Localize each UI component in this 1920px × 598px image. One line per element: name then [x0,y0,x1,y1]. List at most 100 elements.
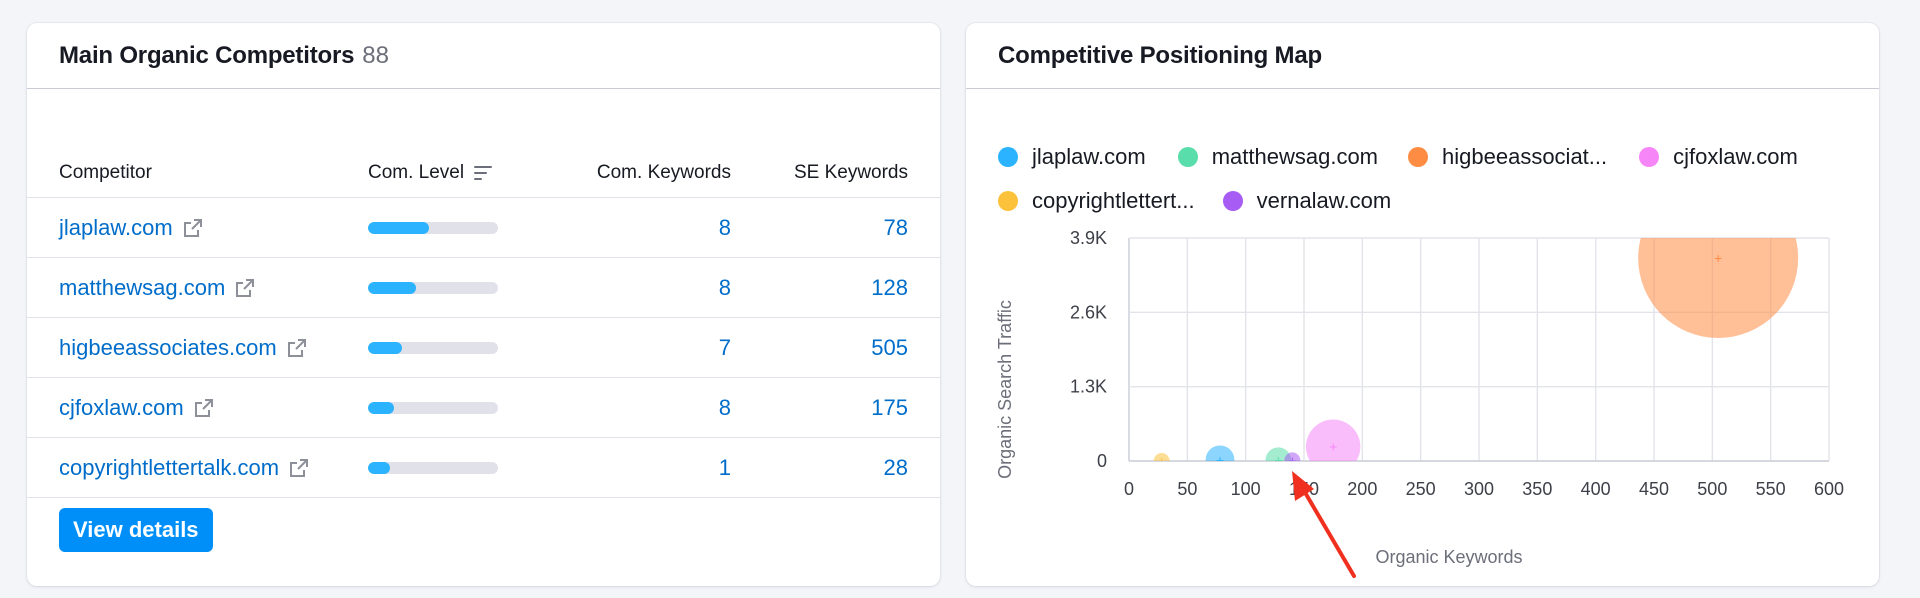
bubble-point[interactable] [1638,178,1799,338]
external-link-icon[interactable] [183,218,203,238]
table-header: Competitor Com. Level Com. Keywords SE K… [27,133,940,198]
se-keywords-value[interactable]: 175 [871,394,908,420]
x-tick-label: 0 [1124,479,1134,499]
se-keywords-value[interactable]: 128 [871,274,908,300]
card-header: Main Organic Competitors 88 [27,23,940,89]
x-tick-label: 400 [1581,479,1611,499]
legend-item[interactable]: jlaplaw.com [998,144,1146,170]
se-keywords-value[interactable]: 28 [883,454,908,480]
com-level-bar [368,461,498,474]
legend-label: matthewsag.com [1211,144,1379,169]
com-level-bar-fill [368,221,430,234]
se-keywords-value[interactable]: 505 [871,334,908,360]
bubble-center-marker: + [1714,250,1722,266]
bubble-center-marker: + [1329,439,1337,455]
com-level-bar-fill [368,341,402,354]
bubble-center-marker: + [1158,453,1166,469]
bubbles: + + + + + + [1153,178,1799,474]
bubble-center-marker: + [1288,452,1296,468]
com-level-cell [368,221,513,234]
x-tick-label: 300 [1464,479,1494,499]
x-axis-label: Organic Keywords [1375,547,1522,567]
com-level-bar [368,341,498,354]
com-keywords-value[interactable]: 7 [718,334,731,360]
com-level-bar-fill [368,281,417,294]
column-header-com-level[interactable]: Com. Level [368,162,513,184]
card-title: Main Organic Competitors [59,41,355,69]
table-row: matthewsag.com 8 128 [27,258,940,318]
legend-item[interactable]: higbeeassociat... [1408,144,1607,170]
com-keywords-value[interactable]: 8 [718,394,731,420]
x-tick-label: 250 [1406,479,1436,499]
com-keywords-value[interactable]: 8 [718,214,731,240]
table-row: copyrightlettertalk.com 1 28 [27,438,940,498]
legend-dot [1639,147,1660,167]
competitors-table: Competitor Com. Level Com. Keywords SE K… [27,133,940,498]
competitor-cell: higbeeassociates.com [27,335,368,361]
external-link-icon[interactable] [235,278,255,298]
legend-dot [998,191,1018,211]
legend-item[interactable]: matthewsag.com [1177,144,1379,170]
card-title: Competitive Positioning Map [998,41,1322,69]
x-tick-label: 200 [1347,479,1377,499]
competitor-link[interactable]: cjfoxlaw.com [59,394,184,420]
y-axis-tick-labels: 0 1.3K 2.6K 3.9K [1070,228,1107,471]
column-header-com-level-label: Com. Level [368,162,465,183]
external-link-icon[interactable] [194,398,214,418]
x-tick-label: 500 [1697,479,1727,499]
legend-label: higbeeassociat... [1442,144,1608,169]
competitive-positioning-map-card: Competitive Positioning Map jlaplaw.com m… [966,23,1879,586]
com-level-cell [368,401,513,414]
y-tick-label: 0 [1097,451,1107,471]
column-header-com-keywords[interactable]: Com. Keywords [596,162,731,183]
com-level-bar-fill [368,461,391,474]
y-tick-label: 3.9K [1070,228,1107,248]
bubble-point[interactable] [1153,453,1170,469]
legend-label: jlaplaw.com [1032,144,1146,169]
competitor-cell: cjfoxlaw.com [27,395,368,421]
legend-dot [998,147,1018,167]
competitor-link[interactable]: higbeeassociates.com [59,334,277,360]
y-tick-label: 1.3K [1070,377,1107,397]
com-keywords-value[interactable]: 1 [718,454,731,480]
bubble-point[interactable] [1205,445,1235,474]
legend-dot [1222,191,1243,211]
x-tick-label: 550 [1756,479,1786,499]
sort-icon[interactable] [474,165,494,181]
chart-legend: jlaplaw.com matthewsag.com higbeeassociat.… [998,135,1858,223]
se-keywords-value[interactable]: 78 [883,214,908,240]
y-axis-label: Organic Search Traffic [995,300,1015,479]
legend-item[interactable]: vernalaw.com [1222,188,1392,214]
com-level-bar [368,281,498,294]
legend-item[interactable]: cjfoxlaw.com [1639,144,1798,170]
bubble-point[interactable] [1284,452,1301,468]
competitor-count: 88 [362,41,389,69]
x-tick-label: 600 [1814,479,1844,499]
legend-item[interactable]: copyrightlettert... [998,188,1195,214]
y-tick-label: 2.6K [1070,302,1107,322]
table-row: higbeeassociates.com 7 505 [27,318,940,378]
view-details-button[interactable]: View details [59,508,213,552]
competitor-link[interactable]: jlaplaw.com [59,214,173,240]
main-organic-competitors-card: Main Organic Competitors 88 Competitor C… [27,23,940,586]
legend-label: vernalaw.com [1256,188,1392,213]
com-keywords-value[interactable]: 8 [718,274,731,300]
competitor-link[interactable]: matthewsag.com [59,274,226,300]
competitor-cell: jlaplaw.com [27,215,368,241]
com-level-cell [368,341,513,354]
competitor-link[interactable]: copyrightlettertalk.com [59,454,280,480]
legend-dot [1177,147,1198,167]
x-axis-tick-labels: 050100150200250300350400450500550600 [1124,479,1844,499]
column-header-se-keywords[interactable]: SE Keywords [793,162,908,183]
external-link-icon[interactable] [287,338,307,358]
bubble-point[interactable] [1265,447,1292,473]
table-row: cjfoxlaw.com 8 175 [27,378,940,438]
com-level-bar-fill [368,401,394,414]
external-link-icon[interactable] [289,458,309,478]
column-header-competitor: Competitor [59,162,152,183]
x-tick-label: 100 [1231,479,1261,499]
chart-grid [1128,237,1830,462]
com-level-bar [368,401,498,414]
competitor-cell: matthewsag.com [27,275,368,301]
bubble-point[interactable] [1305,419,1361,474]
